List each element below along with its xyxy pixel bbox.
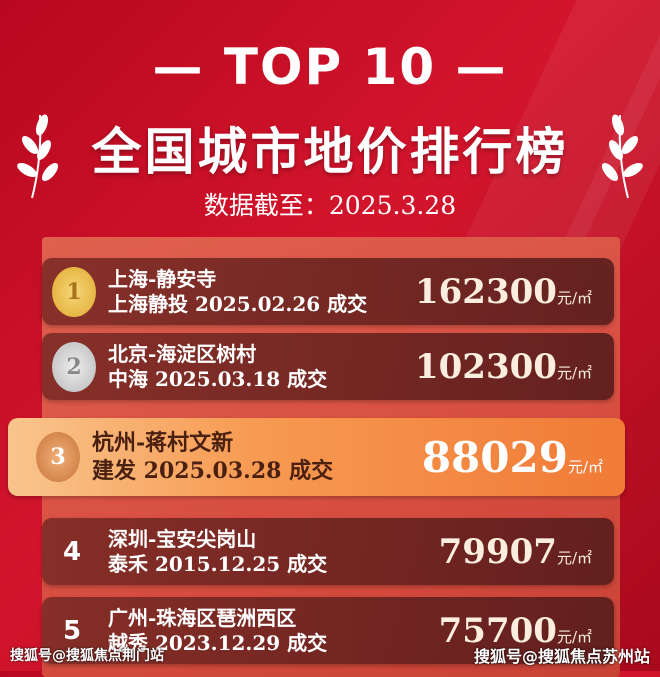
ranking-row: 1 上海-静安寺 上海静投 2025.02.26 成交 162300元/㎡	[42, 258, 614, 325]
row-name: 杭州-蒋村文新	[92, 430, 234, 456]
ranking-row-highlight: 3 杭州-蒋村文新 建发 2025.03.28 成交 88029元/㎡	[8, 418, 625, 496]
row-name: 北京-海淀区树村	[108, 341, 257, 366]
bronze-medal-icon: 3	[36, 432, 80, 482]
laurel-right-icon	[601, 114, 643, 199]
rank-number: 4	[62, 536, 82, 567]
row-price: 88029	[421, 432, 568, 482]
date-label: 数据截至：2025.3.28	[203, 191, 457, 220]
price-unit: 元/㎡	[556, 288, 592, 307]
row-name: 深圳-宝安尖岗山	[108, 526, 257, 551]
row-price: 102300	[414, 346, 557, 387]
top-label: — TOP 10 —	[152, 38, 508, 96]
price-unit: 元/㎡	[556, 627, 592, 646]
price-unit: 元/㎡	[556, 548, 592, 567]
silver-medal-icon: 2	[52, 341, 96, 392]
price-unit: 元/㎡	[567, 457, 603, 476]
gold-medal-icon: 1	[52, 266, 96, 317]
ranking-row: 4 深圳-宝安尖岗山 泰禾 2015.12.25 成交 79907元/㎡	[42, 518, 614, 585]
rank-number: 5	[62, 615, 82, 646]
row-detail: 泰禾 2015.12.25 成交	[108, 551, 328, 576]
ranking-row: 2 北京-海淀区树村 中海 2025.03.18 成交 102300元/㎡	[42, 333, 614, 400]
row-price: 162300	[414, 271, 557, 312]
row-price: 75700	[438, 610, 557, 651]
price-unit: 元/㎡	[556, 363, 592, 382]
watermark-right: 搜狐号@搜狐焦点苏州站	[473, 647, 650, 666]
row-detail: 上海静投 2025.02.26 成交	[108, 291, 368, 316]
row-name: 上海-静安寺	[108, 266, 217, 291]
row-detail: 中海 2025.03.18 成交	[108, 366, 328, 391]
row-name: 广州-珠海区琶洲西区	[108, 605, 297, 630]
page-title: 全国城市地价排行榜	[91, 123, 569, 181]
row-detail: 建发 2025.03.28 成交	[92, 458, 334, 484]
row-price: 79907	[438, 531, 557, 572]
laurel-left-icon	[17, 114, 59, 199]
row-detail: 越秀 2023.12.29 成交	[108, 630, 328, 655]
ranking-row: 5 广州-珠海区琶洲西区 越秀 2023.12.29 成交 75700元/㎡	[42, 597, 614, 664]
watermark-left: 搜狐号@搜狐焦点荆门站	[10, 648, 164, 664]
